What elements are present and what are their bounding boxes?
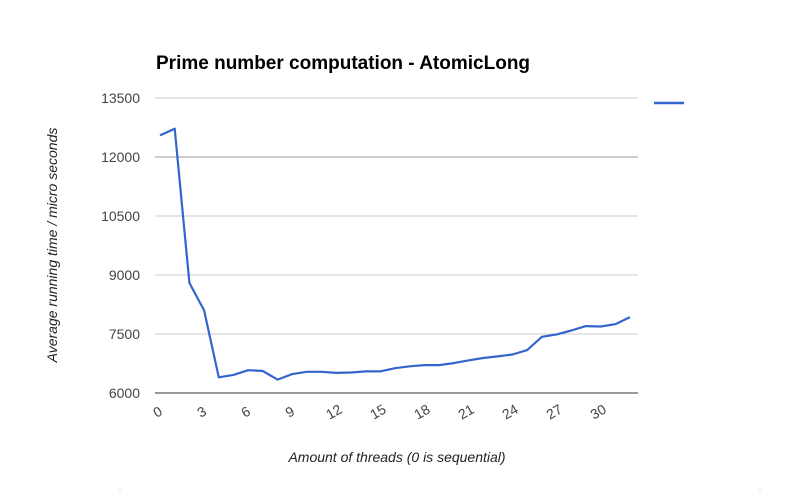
x-tick-label: 30 — [587, 401, 609, 423]
y-tick-label: 9000 — [109, 267, 140, 283]
x-tick-label: 15 — [367, 401, 389, 423]
y-gridlines — [155, 97, 638, 394]
y-tick-label: 13500 — [101, 90, 140, 106]
x-tick-label: 21 — [455, 401, 477, 423]
x-tick-label: 24 — [499, 401, 521, 423]
series-lines — [159, 127, 631, 381]
y-tick-label: 12000 — [101, 149, 140, 165]
x-tick-label: 27 — [543, 401, 565, 423]
chart-canvas[interactable] — [0, 0, 784, 488]
y-axis-title: Average running time / micro seconds — [44, 128, 60, 364]
chart-title: Prime number computation - AtomicLong — [156, 53, 530, 74]
y-tick-labels: 6000 7500 9000 10500 12000 13500 — [101, 90, 140, 401]
y-tick-label: 6000 — [109, 385, 140, 401]
x-tick-label: 18 — [411, 401, 433, 423]
series-line[interactable] — [159, 127, 631, 381]
y-tick-label: 10500 — [101, 208, 140, 224]
x-tick-label: 12 — [323, 401, 345, 423]
y-tick-label: 7500 — [109, 326, 140, 342]
x-axis-title: Amount of threads (0 is sequential) — [287, 449, 505, 465]
